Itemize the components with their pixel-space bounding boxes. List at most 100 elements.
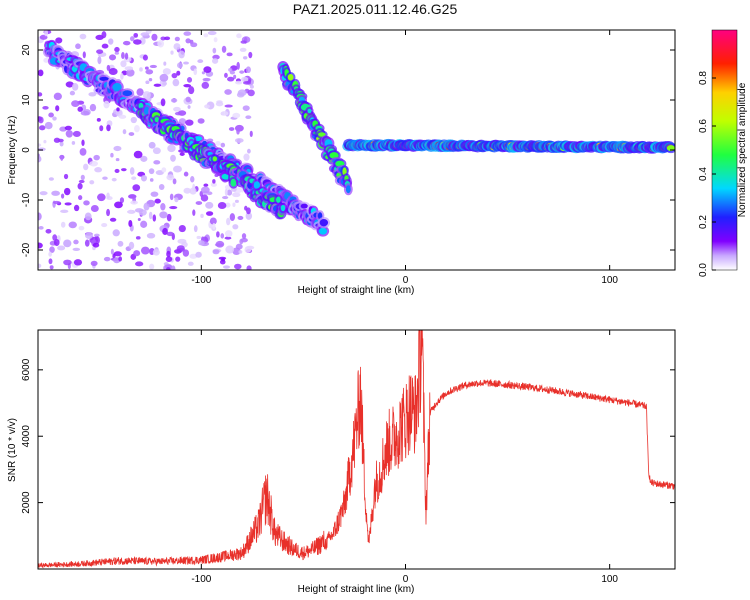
snr-x-tick-label: 100 <box>601 574 618 585</box>
spectrogram-speckle <box>52 116 57 121</box>
spectrogram-speckle <box>96 49 104 54</box>
spectrogram-speckle <box>103 256 111 262</box>
spectrogram-speckle <box>143 202 150 211</box>
snr-series-line <box>38 330 675 569</box>
spectrogram-speckle <box>233 74 237 80</box>
spectrogram-speckle <box>38 212 42 221</box>
spectrogram-speckle <box>157 39 165 48</box>
snr-x-tick-label: 0 <box>403 574 409 585</box>
snr-frame <box>37 329 676 570</box>
spectrogram-speckle <box>166 250 171 258</box>
spectrogram-speckle <box>176 70 181 76</box>
spectrogram-speckle <box>242 56 248 60</box>
spectrogram-speckle <box>212 249 220 255</box>
spectrogram-blob <box>287 74 294 81</box>
spectrogram-speckle <box>195 201 203 205</box>
colorbar-tick-label: 0.4 <box>698 167 709 181</box>
snr-x-tick-label: -100 <box>191 574 211 585</box>
spectrogram-speckle <box>38 143 42 147</box>
spectrogram-speckle <box>242 105 250 111</box>
spectrogram-speckle <box>64 202 72 206</box>
spectrogram-speckle <box>129 167 135 175</box>
spectrogram-speckle <box>152 214 157 222</box>
spectrogram-speckle <box>160 202 166 211</box>
spectrogram-speckle <box>234 138 244 143</box>
spectrogram-speckle <box>232 224 239 230</box>
spectrogram-speckle <box>63 259 72 266</box>
spectrogram-speckle <box>57 245 66 251</box>
spectrogram-speckle <box>155 170 164 176</box>
spectrogram-speckle <box>144 66 149 70</box>
spectrogram-speckle <box>237 215 244 220</box>
spectrogram-speckle <box>145 69 154 75</box>
spectrogram-speckle <box>227 76 235 82</box>
colorbar-tick-label: 0.6 <box>698 119 709 133</box>
spectrogram-speckle <box>146 200 152 205</box>
spectrogram-speckle <box>133 250 141 257</box>
spectrogram-speckle <box>224 72 228 78</box>
spectrogram-blob <box>300 203 308 209</box>
spectrogram-speckle <box>162 227 168 236</box>
spectrogram-speckle <box>128 132 135 136</box>
spectrogram-speckle <box>236 128 240 135</box>
spectrogram-speckle <box>38 263 42 269</box>
spectrogram-speckle <box>193 225 198 233</box>
spectrogram-y-tick-label: 20 <box>21 44 32 56</box>
spectrogram-speckle <box>92 242 100 248</box>
spectrogram-speckle <box>88 92 97 97</box>
spectrogram-speckle <box>79 33 87 40</box>
spectrogram-speckle <box>38 92 43 97</box>
spectrogram-speckle <box>205 201 214 209</box>
spectrogram-speckle <box>196 235 202 240</box>
spectrogram-x-label: Height of straight line (km) <box>298 285 415 296</box>
spectrogram-speckle <box>120 60 127 68</box>
spectrogram-speckle <box>225 245 235 254</box>
spectrogram-blob <box>318 132 326 137</box>
spectrogram-speckle <box>128 209 134 214</box>
spectrogram-speckle <box>57 138 64 143</box>
spectrogram-blob <box>318 227 328 235</box>
spectrogram-speckle <box>161 167 167 173</box>
spectrogram-speckle <box>211 58 219 64</box>
spectrogram-speckle <box>55 37 63 44</box>
spectrogram-speckle <box>69 90 76 96</box>
spectrogram-x-tick-label: 100 <box>601 275 618 286</box>
spectrogram-speckle <box>166 231 174 237</box>
spectrogram-speckle <box>232 192 241 198</box>
spectrogram-speckle <box>151 33 158 41</box>
spectrogram-speckle <box>213 37 218 43</box>
spectrogram-speckle <box>229 213 236 221</box>
spectrogram-speckle <box>173 106 181 112</box>
spectrogram-speckle <box>130 200 138 205</box>
spectrogram-speckle <box>108 67 118 76</box>
spectrogram-speckle <box>114 168 120 174</box>
spectrogram-speckle <box>71 141 76 145</box>
spectrogram-speckle <box>164 36 171 41</box>
spectrogram-speckle <box>236 61 240 70</box>
spectrogram-y-tick-label: 10 <box>21 94 32 106</box>
spectrogram-speckle <box>77 182 83 190</box>
spectrogram-speckle <box>241 76 249 83</box>
spectrogram-speckle <box>103 100 110 109</box>
spectrogram-speckle <box>239 70 245 74</box>
spectrogram-speckle <box>63 239 72 248</box>
spectrogram-speckle <box>170 50 174 55</box>
spectrogram-speckle <box>166 174 175 181</box>
spectrogram-speckle <box>247 89 255 97</box>
spectrogram-speckle <box>48 251 53 257</box>
snr-y-tick-label: 6000 <box>21 358 32 381</box>
spectrogram-speckle <box>210 182 217 187</box>
spectrogram-speckle <box>166 213 172 222</box>
spectrogram-speckle <box>133 39 142 45</box>
spectrogram-speckle <box>128 220 133 228</box>
spectrogram-speckle <box>240 40 247 44</box>
spectrogram-speckle <box>117 240 124 247</box>
spectrogram-blob <box>253 181 261 189</box>
spectrogram-speckle <box>186 77 193 83</box>
snr-y-label: SNR (10 * v/v) <box>7 418 18 482</box>
spectrogram-speckle <box>43 57 50 63</box>
spectrogram-speckle <box>224 188 228 197</box>
spectrogram-speckle <box>215 101 224 107</box>
spectrogram-speckle <box>121 52 125 59</box>
spectrogram-speckle <box>221 257 225 262</box>
